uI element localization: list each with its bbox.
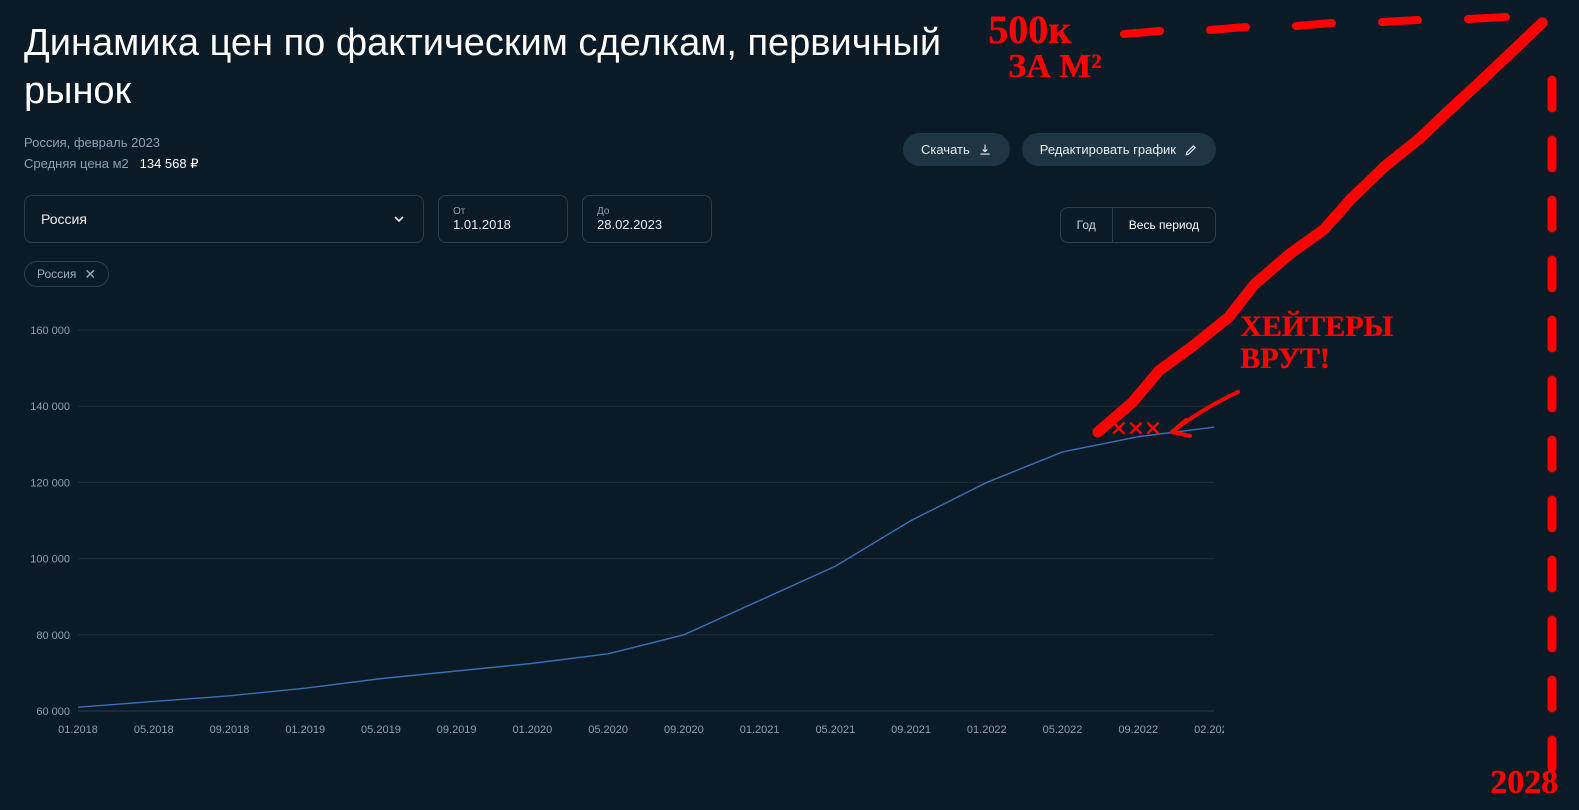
region-select-value: Россия [41, 211, 87, 227]
segment-all-period[interactable]: Весь период [1112, 208, 1215, 242]
svg-text:09.2022: 09.2022 [1118, 724, 1158, 736]
page-title: Динамика цен по фактическим сделкам, пер… [24, 20, 1024, 115]
segment-year[interactable]: Год [1061, 208, 1112, 242]
date-to-value: 28.02.2023 [597, 217, 697, 232]
svg-text:09.2020: 09.2020 [664, 724, 704, 736]
edit-chart-button-label: Редактировать график [1040, 142, 1176, 157]
svg-text:01.2021: 01.2021 [740, 724, 780, 736]
chevron-down-icon [391, 211, 407, 227]
svg-text:160 000: 160 000 [30, 325, 70, 337]
pencil-icon [1184, 143, 1198, 157]
region-date-line: Россия, февраль 2023 [24, 133, 199, 154]
svg-text:01.2022: 01.2022 [967, 724, 1007, 736]
price-chart: 60 000 80 000 100 000 120 000 140 000 160 000… [24, 301, 1224, 741]
svg-text:05.2019: 05.2019 [361, 724, 401, 736]
date-from-value: 1.01.2018 [453, 217, 553, 232]
period-segmented-control: Год Весь период [1060, 207, 1216, 243]
close-icon: ✕ [84, 267, 96, 281]
svg-text:09.2019: 09.2019 [437, 724, 477, 736]
svg-text:05.2021: 05.2021 [815, 724, 855, 736]
download-button[interactable]: Скачать [903, 133, 1010, 166]
svg-text:05.2018: 05.2018 [134, 724, 174, 736]
svg-text:140 000: 140 000 [30, 401, 70, 413]
annotation-text: 500к [988, 6, 1071, 53]
download-icon [978, 143, 992, 157]
svg-text:02.2023: 02.2023 [1194, 724, 1224, 736]
download-button-label: Скачать [921, 142, 970, 157]
svg-text:09.2018: 09.2018 [210, 724, 250, 736]
date-from-input[interactable]: От 1.01.2018 [438, 195, 568, 243]
date-to-input[interactable]: До 28.02.2023 [582, 195, 712, 243]
annotation-text: ХЕЙТЕРЫ [1240, 310, 1393, 344]
filter-chip-label: Россия [37, 267, 76, 281]
svg-text:05.2020: 05.2020 [588, 724, 628, 736]
filter-chip-russia[interactable]: Россия ✕ [24, 261, 109, 287]
avg-price-value: 134 568 ₽ [140, 156, 199, 171]
svg-text:100 000: 100 000 [30, 553, 70, 565]
svg-text:01.2019: 01.2019 [285, 724, 325, 736]
region-select[interactable]: Россия [24, 195, 424, 243]
edit-chart-button[interactable]: Редактировать график [1022, 133, 1216, 166]
date-from-label: От [453, 206, 553, 217]
svg-text:01.2018: 01.2018 [58, 724, 98, 736]
date-to-label: До [597, 206, 697, 217]
avg-price-label: Средняя цена м2 [24, 156, 129, 171]
annotation-text: ЗА М² [1008, 48, 1101, 86]
svg-text:80 000: 80 000 [36, 629, 70, 641]
annotation-text: 2028 [1490, 764, 1558, 802]
svg-text:01.2020: 01.2020 [513, 724, 553, 736]
svg-text:09.2021: 09.2021 [891, 724, 931, 736]
annotation-text: ××× [1110, 412, 1161, 446]
svg-text:60 000: 60 000 [36, 706, 70, 718]
svg-text:120 000: 120 000 [30, 477, 70, 489]
subheader-block: Россия, февраль 2023 Средняя цена м2 134… [24, 133, 199, 175]
annotation-text: ВРУТ! [1240, 342, 1330, 376]
svg-text:05.2022: 05.2022 [1043, 724, 1083, 736]
